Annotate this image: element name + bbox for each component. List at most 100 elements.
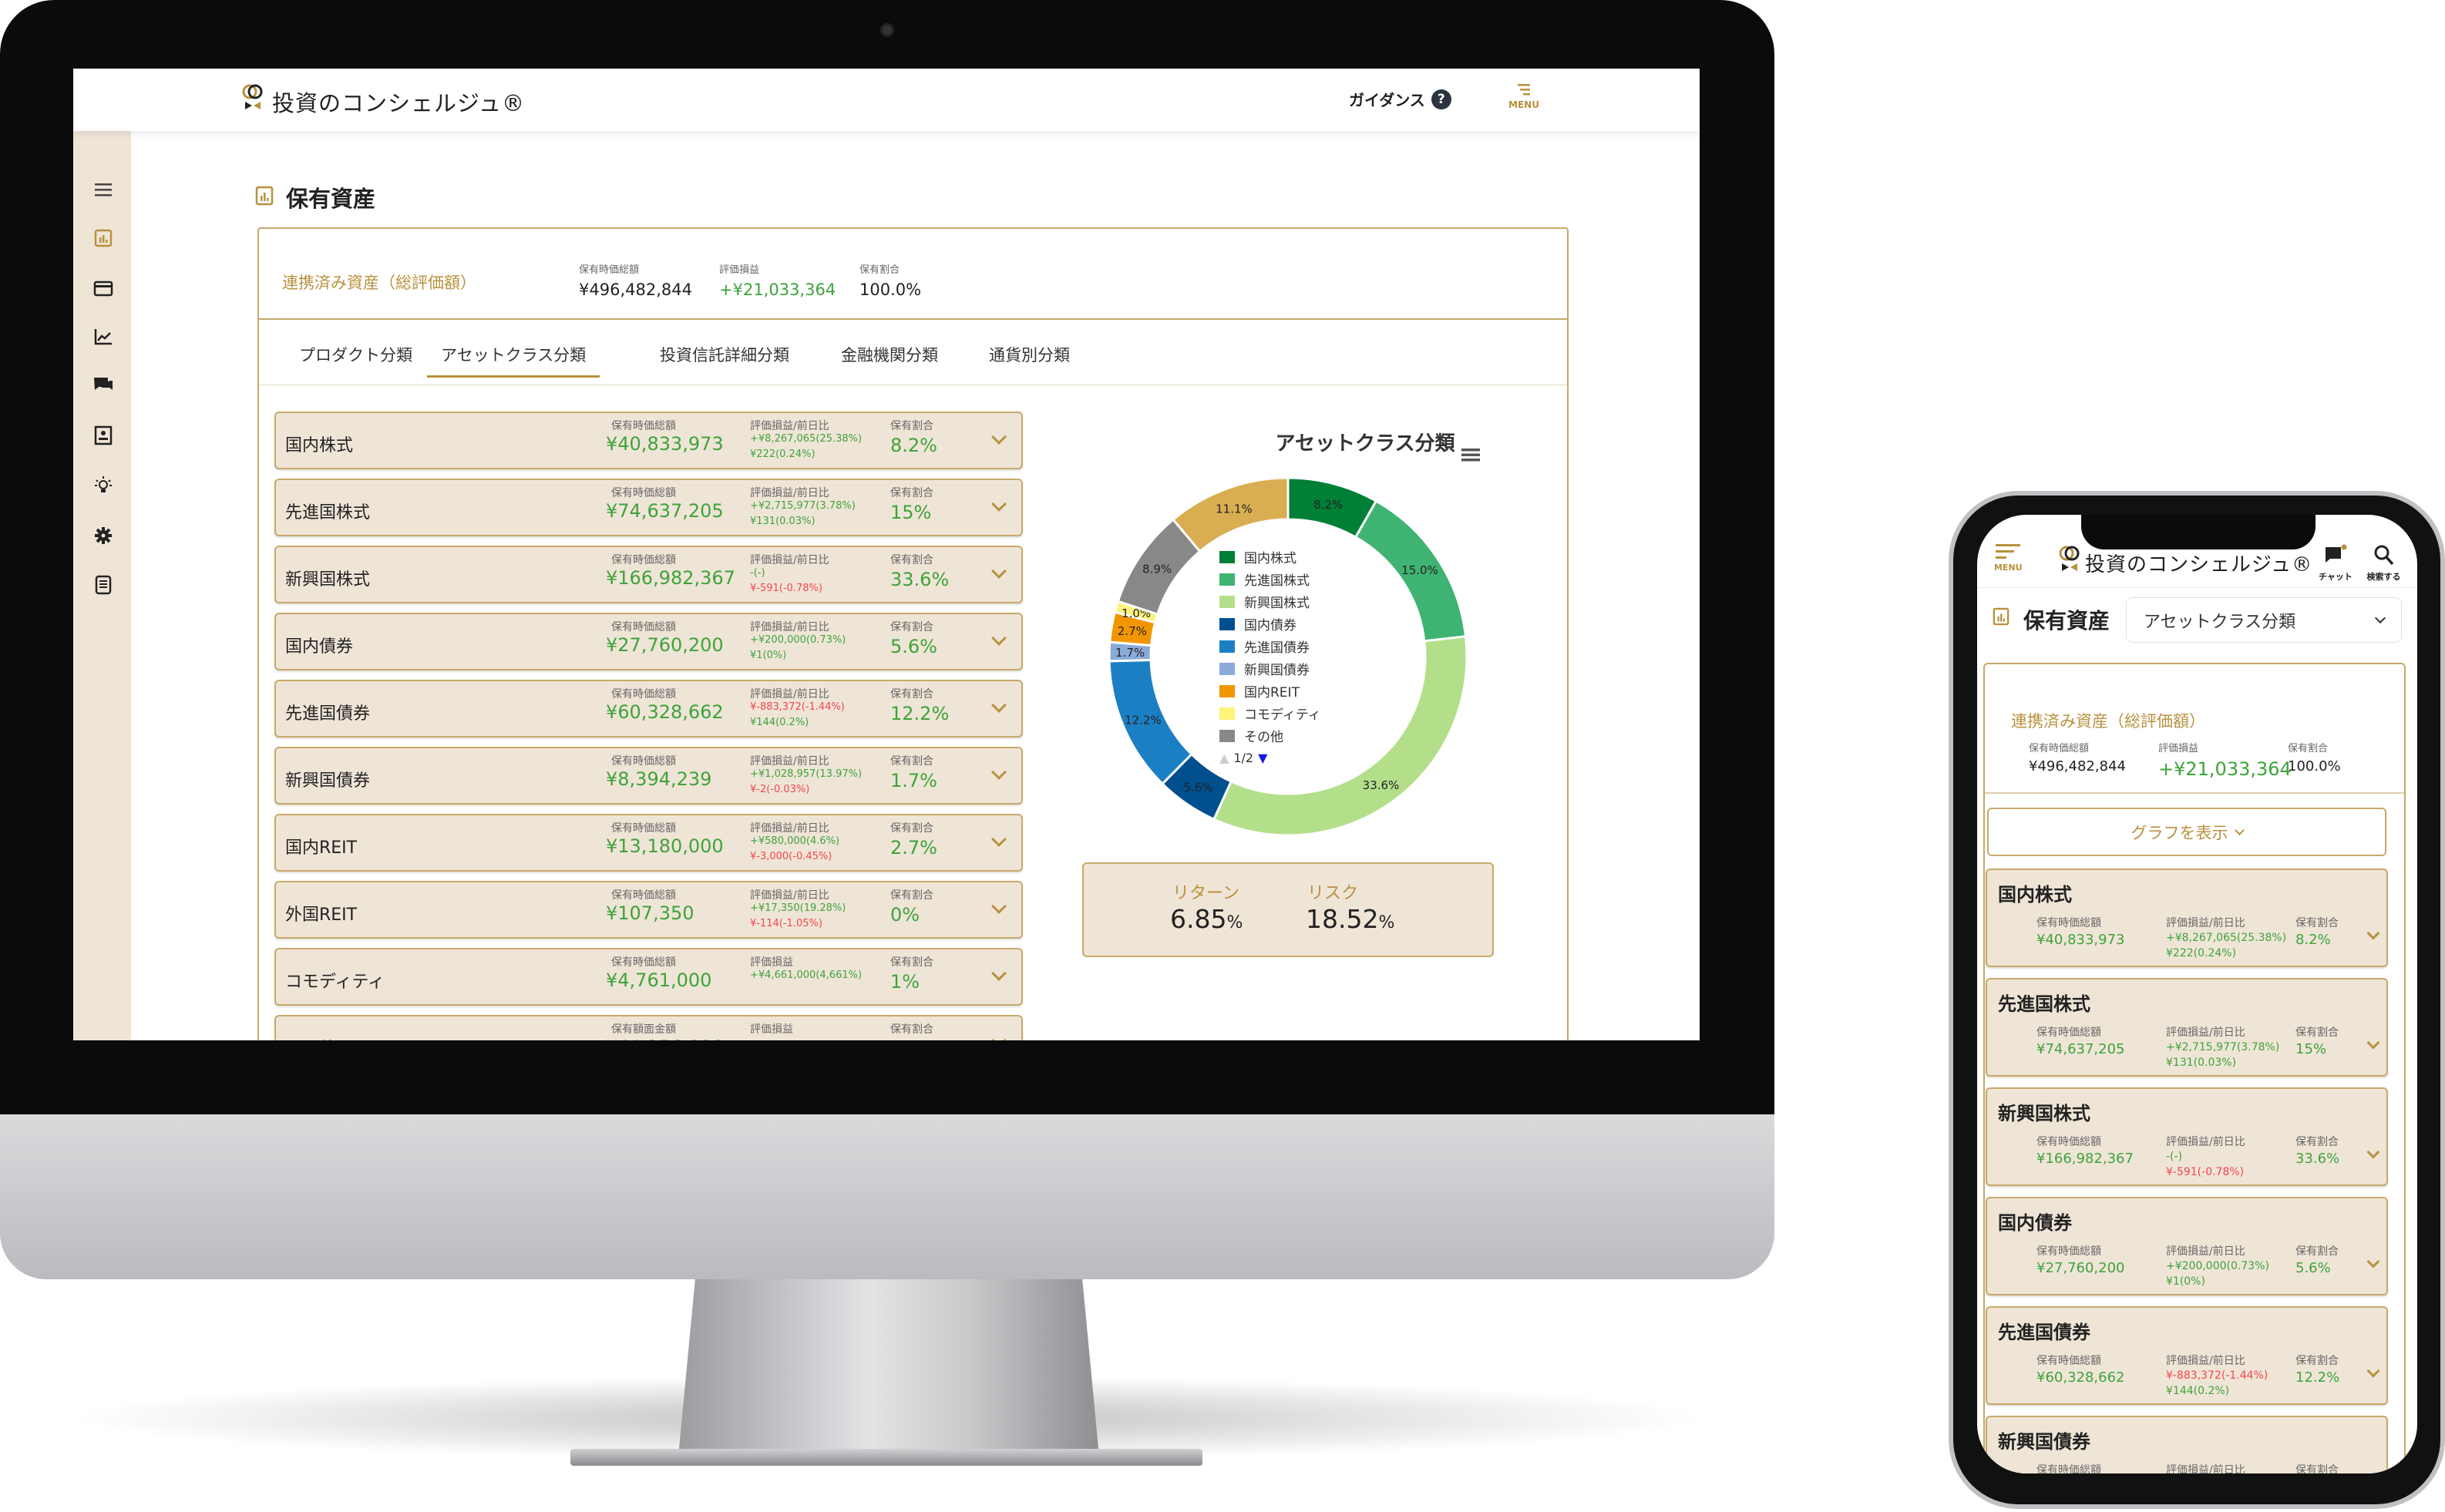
chevron-down-icon[interactable] (991, 496, 1007, 512)
value-label: 保有時価総額 (611, 889, 676, 902)
holding-ratio: 12.2% (2295, 1369, 2340, 1386)
mobile-asset-row[interactable]: 先進国株式 保有時価総額 ¥74,637,205 評価損益/前日比 +¥2,71… (1986, 978, 2388, 1077)
chevron-down-icon[interactable] (991, 563, 1007, 579)
market-value: ¥166,982,367 (606, 567, 735, 589)
mobile-page-title: 保有資産 (2023, 608, 2110, 633)
holding-ratio: 33.6% (2295, 1151, 2340, 1167)
chevron-down-icon[interactable] (991, 832, 1007, 847)
chevron-down-icon[interactable] (991, 429, 1007, 445)
mobile-asset-row[interactable]: 国内株式 保有時価総額 ¥40,833,973 評価損益/前日比 +¥8,267… (1986, 869, 2388, 967)
chart-legend: 国内株式先進国株式 新興国株式 国内債券 先進国債券 新興国債券 国内REIT コモディティ… (1219, 546, 1321, 769)
chat-icon (2326, 544, 2347, 563)
asset-name: 新興国株式 (1998, 1103, 2090, 1124)
mobile-asset-row[interactable]: 新興国株式 保有時価総額 ¥166,982,367 評価損益/前日比 -(-) … (1986, 1087, 2388, 1186)
chevron-down-icon[interactable] (2366, 1255, 2380, 1268)
chevron-down-icon[interactable] (991, 630, 1007, 646)
sidebar-item-0[interactable] (90, 179, 116, 202)
tab-2[interactable]: 投資信託詳細分類 (660, 346, 789, 365)
value-label: 保有時価総額 (2036, 1245, 2101, 1258)
asset-row[interactable]: 外国REIT 保有時価総額 ¥107,350 評価損益/前日比 +¥17,350… (274, 881, 1023, 939)
divider (1985, 792, 2404, 794)
legend-item[interactable]: その他 (1219, 724, 1321, 747)
chevron-down-icon[interactable] (991, 966, 1007, 981)
tab-3[interactable]: 金融機関分類 (841, 346, 938, 365)
sidebar-item-4[interactable] (90, 374, 116, 397)
legend-item[interactable]: 新興国株式 (1219, 590, 1321, 613)
legend-item[interactable]: 先進国株式 (1219, 568, 1321, 590)
summary-label: 連携済み資産（総評価額） (282, 274, 476, 292)
asset-row[interactable]: 先進国債券 保有時価総額 ¥60,328,662 評価損益/前日比 ¥-883,… (274, 680, 1023, 738)
value-label: 保有時価総額 (611, 755, 676, 768)
page-up-icon[interactable]: ▲ (1219, 751, 1229, 765)
asset-row[interactable]: コモディティ 保有時価総額 ¥4,761,000 評価損益 +¥4,661,00… (274, 948, 1023, 1006)
monitor-stand (678, 1279, 1099, 1457)
legend-label: 先進国株式 (1244, 573, 1310, 589)
profit-loss: +¥8,267,065(25.38%) (2166, 932, 2287, 944)
sidebar-item-5[interactable] (90, 424, 116, 447)
asset-row[interactable]: 国内株式 保有時価総額 ¥40,833,973 評価損益/前日比 +¥8,267… (274, 412, 1023, 469)
asset-row[interactable]: その他 保有額面金額 ¥44,256,000 評価損益 - 保有割合 8.9% (274, 1015, 1023, 1040)
page-down-icon[interactable]: ▼ (1258, 751, 1268, 765)
value-label: 保有時価総額 (2036, 1355, 2101, 1367)
chart-menu-button[interactable] (1461, 447, 1480, 465)
tab-4[interactable]: 通貨別分類 (989, 346, 1070, 365)
chat-button[interactable]: チャット (2316, 544, 2355, 583)
sidebar-item-1[interactable] (90, 227, 116, 250)
menu-icon (1996, 544, 2021, 559)
legend-item[interactable]: 先進国債券 (1219, 635, 1321, 657)
show-graph-button[interactable]: グラフを表示 (1987, 808, 2386, 856)
classification-select[interactable]: アセットクラス分類 (2126, 597, 2402, 643)
day-change: ¥131(0.03%) (750, 516, 816, 527)
day-change: ¥1(0%) (750, 650, 787, 661)
asset-row[interactable]: 国内REIT 保有時価総額 ¥13,180,000 評価損益/前日比 +¥580… (274, 814, 1023, 872)
logo[interactable] (241, 82, 264, 115)
pl-label: 評価損益/前日比 (2166, 1136, 2245, 1148)
chevron-down-icon[interactable] (2366, 926, 2380, 940)
tab-0[interactable]: プロダクト分類 (299, 346, 412, 365)
market-value: ¥13,180,000 (606, 835, 724, 857)
chevron-down-icon[interactable] (2366, 1145, 2380, 1159)
slice-label: 2.7% (1118, 624, 1147, 638)
chevron-down-icon[interactable] (991, 764, 1007, 780)
legend-item[interactable]: 国内REIT (1219, 680, 1321, 702)
question-circle-icon: ? (1431, 89, 1451, 109)
sidebar (73, 131, 131, 1040)
donut-slice[interactable] (1212, 635, 1468, 837)
asset-row[interactable]: 新興国株式 保有時価総額 ¥166,982,367 評価損益/前日比 -(-) … (274, 546, 1023, 603)
menu-icon (1518, 84, 1530, 96)
mobile-asset-row[interactable]: 先進国債券 保有時価総額 ¥60,328,662 評価損益/前日比 ¥-883,… (1986, 1306, 2388, 1405)
sidebar-item-3[interactable] (90, 326, 116, 349)
profit-loss: +¥580,000(4.6%) (750, 835, 840, 847)
legend-label: 国内株式 (1244, 551, 1296, 566)
asset-name: 外国REIT (285, 906, 358, 925)
mobile-menu-button[interactable]: MENU (1994, 544, 2023, 573)
profit-loss: -(-) (2166, 1151, 2183, 1163)
asset-name: 先進国債券 (1998, 1322, 2090, 1343)
chevron-down-icon[interactable] (2366, 1364, 2380, 1378)
sidebar-item-8[interactable] (90, 573, 116, 596)
page-title: 保有資産 (286, 186, 376, 212)
legend-item[interactable]: コモディティ (1219, 702, 1321, 724)
asset-name: 先進国債券 (285, 704, 371, 724)
sidebar-item-7[interactable] (90, 524, 116, 547)
asset-row[interactable]: 先進国株式 保有時価総額 ¥74,637,205 評価損益/前日比 +¥2,71… (274, 479, 1023, 536)
sidebar-item-6[interactable] (90, 474, 116, 497)
sidebar-item-2[interactable] (90, 277, 116, 301)
asset-row[interactable]: 新興国債券 保有時価総額 ¥8,394,239 評価損益/前日比 +¥1,028… (274, 747, 1023, 805)
legend-item[interactable]: 国内債券 (1219, 613, 1321, 635)
chat-icon (94, 378, 113, 390)
chevron-down-icon[interactable] (991, 1033, 1007, 1040)
chevron-down-icon[interactable] (991, 697, 1007, 713)
chevron-down-icon[interactable] (991, 899, 1007, 914)
mobile-asset-row[interactable]: 国内債券 保有時価総額 ¥27,760,200 評価損益/前日比 +¥200,0… (1986, 1197, 2388, 1295)
search-button[interactable]: 検索する (2363, 544, 2405, 583)
legend-item[interactable]: 国内株式 (1219, 546, 1321, 568)
mobile-asset-row[interactable]: 新興国債券 保有時価総額 ¥8,394,239 評価損益/前日比 +¥1,028… (1986, 1416, 2388, 1473)
tab-1[interactable]: アセットクラス分類 (427, 343, 600, 378)
guidance-button[interactable]: ガイダンス ? (1349, 88, 1451, 110)
menu-button[interactable]: MENU (1507, 82, 1541, 110)
chevron-down-icon[interactable] (2366, 1036, 2380, 1050)
asset-row[interactable]: 国内債券 保有時価総額 ¥27,760,200 評価損益/前日比 +¥200,0… (274, 613, 1023, 670)
legend-item[interactable]: 新興国債券 (1219, 657, 1321, 680)
donut-slice[interactable] (1171, 476, 1290, 553)
